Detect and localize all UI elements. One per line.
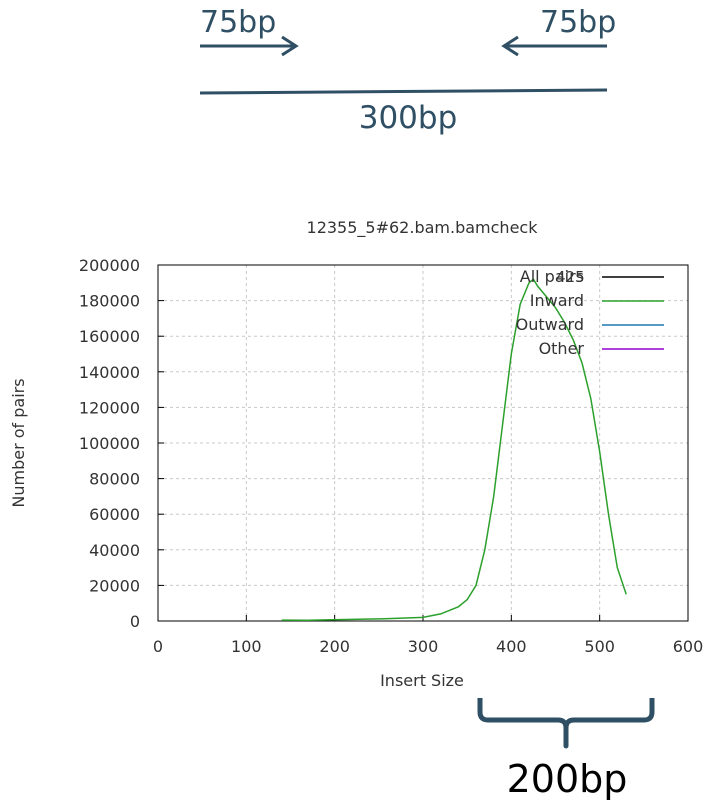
y-tick-label: 180000 bbox=[79, 292, 140, 311]
y-tick-label: 120000 bbox=[79, 398, 140, 417]
y-tick-label: 160000 bbox=[79, 327, 140, 346]
insert-size-chart: 12355_5#62.bam.bamcheck 0 100 200 300 400 500… bbox=[9, 218, 703, 690]
peak-annotation: 425 bbox=[556, 268, 585, 286]
axis-ticks: 0 100 200 300 400 500 600 0 20000 40000 60000 80000… bbox=[79, 256, 703, 656]
bracket-label: 200bp bbox=[507, 757, 628, 801]
y-tick-label: 80000 bbox=[89, 470, 140, 489]
y-tick-label: 200000 bbox=[79, 256, 140, 275]
legend-label: Outward bbox=[516, 315, 584, 334]
x-tick-label: 0 bbox=[153, 637, 163, 656]
y-axis-label: Number of pairs bbox=[9, 378, 28, 507]
curly-brace bbox=[477, 698, 655, 749]
x-tick-label: 500 bbox=[584, 637, 615, 656]
chart-series bbox=[281, 278, 627, 622]
fragment-line bbox=[199, 88, 608, 95]
fragment-label: 300bp bbox=[359, 100, 458, 136]
size-bracket: 200bp bbox=[477, 698, 655, 801]
chart-grid bbox=[158, 265, 688, 621]
y-tick-label: 0 bbox=[130, 612, 140, 631]
x-tick-label: 400 bbox=[496, 637, 527, 656]
series-line-inward bbox=[281, 278, 627, 622]
x-tick-label: 100 bbox=[231, 637, 262, 656]
y-tick-label: 20000 bbox=[89, 576, 140, 595]
y-tick-label: 100000 bbox=[79, 434, 140, 453]
chart-legend: All pairs Inward Outward Other bbox=[516, 267, 664, 358]
y-tick-label: 140000 bbox=[79, 363, 140, 382]
x-axis-label: Insert Size bbox=[380, 671, 464, 690]
y-tick-label: 60000 bbox=[89, 505, 140, 524]
legend-label: All pairs bbox=[520, 267, 584, 286]
left-read-label: 75bp bbox=[200, 5, 276, 40]
legend-label: Inward bbox=[530, 291, 584, 310]
left-read-arrow bbox=[200, 35, 299, 57]
right-read-arrow bbox=[501, 35, 607, 57]
x-tick-label: 200 bbox=[319, 637, 350, 656]
y-tick-label: 40000 bbox=[89, 541, 140, 560]
right-read-label: 75bp bbox=[540, 5, 616, 40]
chart-title: 12355_5#62.bam.bamcheck bbox=[307, 218, 539, 238]
legend-label: Other bbox=[539, 339, 585, 358]
x-tick-label: 300 bbox=[408, 637, 439, 656]
read-pair-diagram: 75bp 75bp 300bp bbox=[199, 5, 616, 136]
x-tick-label: 600 bbox=[673, 637, 704, 656]
